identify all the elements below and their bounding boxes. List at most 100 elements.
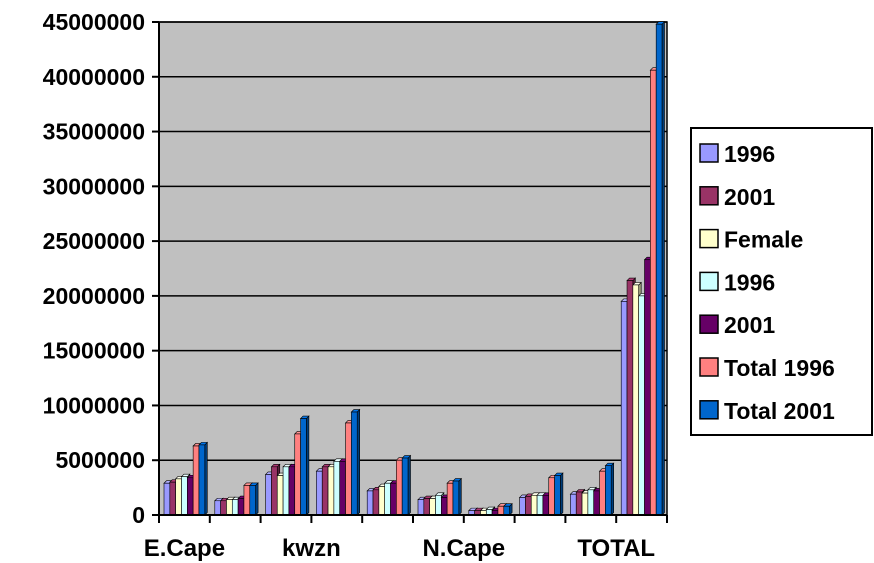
y-tick-label: 25000000 — [43, 228, 145, 254]
bar-front — [276, 475, 284, 516]
bar-front — [548, 477, 555, 516]
bar — [198, 441, 209, 516]
bar-front — [300, 418, 307, 516]
bar-front — [401, 457, 409, 516]
legend-entry: Female — [699, 227, 803, 253]
bar-front — [620, 301, 628, 516]
bar-side — [306, 415, 310, 516]
legend-label: Total 1996 — [724, 355, 835, 381]
legend-label: 2001 — [724, 184, 775, 210]
legend-swatch — [699, 271, 719, 292]
legend: 1996 2001 Female 1996 2001 Total 1996 Total 20… — [690, 127, 873, 436]
bar — [249, 482, 259, 516]
bar — [655, 20, 666, 516]
bar-front — [417, 499, 425, 516]
legend-swatch — [699, 357, 719, 377]
legend-swatch — [699, 400, 719, 420]
y-tick-label: 5000000 — [55, 447, 145, 473]
legend-entry: Total 2001 — [699, 398, 835, 424]
bar-front — [378, 486, 385, 516]
bar-front — [446, 482, 454, 516]
bar-front — [638, 295, 645, 516]
bar-front — [452, 480, 460, 516]
x-category-label: N.Cape — [422, 535, 505, 562]
bar-front — [599, 470, 606, 516]
legend-swatch — [699, 143, 719, 163]
bar-front — [294, 433, 301, 516]
bar-front — [333, 461, 341, 516]
bar-front — [163, 482, 171, 516]
bar-front — [429, 498, 436, 516]
bar-front — [503, 505, 510, 516]
bar-front — [345, 422, 352, 516]
y-tick-label: 20000000 — [43, 283, 145, 309]
legend-entry: 1996 — [699, 141, 775, 167]
bar-front — [372, 489, 380, 516]
bar-front — [605, 465, 612, 516]
bar-front — [226, 499, 233, 516]
legend-label: 2001 — [724, 312, 775, 338]
bar-front — [650, 69, 657, 516]
bar-front — [282, 466, 290, 516]
bar — [553, 472, 564, 516]
y-tick-labels: 0 5000000 10000000 15000000 20000000 25000000… — [43, 9, 145, 528]
bar-front — [587, 489, 595, 516]
legend-label: 1996 — [724, 269, 775, 295]
legend-swatch — [699, 186, 719, 206]
bar-front — [231, 499, 239, 516]
bar-front — [575, 491, 583, 516]
bar-front — [536, 494, 544, 516]
bar-front — [192, 445, 200, 516]
bar-side — [560, 472, 564, 516]
bar-side — [407, 454, 411, 516]
legend-swatch — [699, 314, 719, 334]
legend-entry: 1996 — [699, 269, 775, 295]
legend-label: Total 2001 — [724, 398, 835, 424]
bar-front — [655, 23, 663, 516]
bar-front — [271, 466, 278, 516]
bar-front — [366, 490, 374, 516]
x-category-label: TOTAL — [577, 535, 655, 562]
bar-front — [351, 411, 358, 516]
bar — [452, 477, 463, 516]
bar-front — [288, 466, 296, 516]
legend-label: Female — [724, 227, 803, 253]
bar-side — [661, 20, 665, 516]
bar-front — [175, 478, 182, 516]
bar-front — [198, 444, 206, 516]
y-tick-label: 30000000 — [43, 173, 145, 199]
bar — [503, 503, 513, 516]
bar-front — [435, 494, 442, 516]
bar — [350, 408, 361, 516]
bar-side — [204, 441, 208, 516]
legend-entry: 2001 — [699, 312, 775, 338]
bar-front — [570, 493, 577, 516]
bar-side — [610, 462, 615, 516]
plot-area — [158, 21, 668, 516]
bar — [299, 415, 310, 516]
bar-front — [390, 482, 397, 516]
bar-front — [542, 494, 550, 516]
legend-box — [690, 127, 873, 436]
gridlines — [159, 21, 667, 461]
bar-front — [519, 497, 526, 516]
legend-swatch — [699, 228, 719, 249]
y-tick-label: 10000000 — [43, 392, 145, 418]
bar-front — [265, 474, 272, 516]
bar-front — [169, 481, 176, 516]
bar-front — [249, 485, 256, 516]
bar — [604, 462, 615, 516]
bar-front — [497, 505, 505, 516]
bar-front — [214, 500, 221, 516]
bar-front — [396, 459, 403, 516]
bar-front — [384, 482, 391, 516]
bar-front — [423, 498, 430, 516]
bar-front — [644, 259, 651, 516]
x-category-label: E.Cape — [144, 535, 225, 562]
bar-front — [316, 470, 323, 516]
bar-front — [181, 476, 188, 516]
bar-side — [458, 477, 462, 516]
axes — [152, 21, 668, 523]
y-tick-label: 0 — [132, 502, 145, 528]
bar — [401, 454, 412, 516]
